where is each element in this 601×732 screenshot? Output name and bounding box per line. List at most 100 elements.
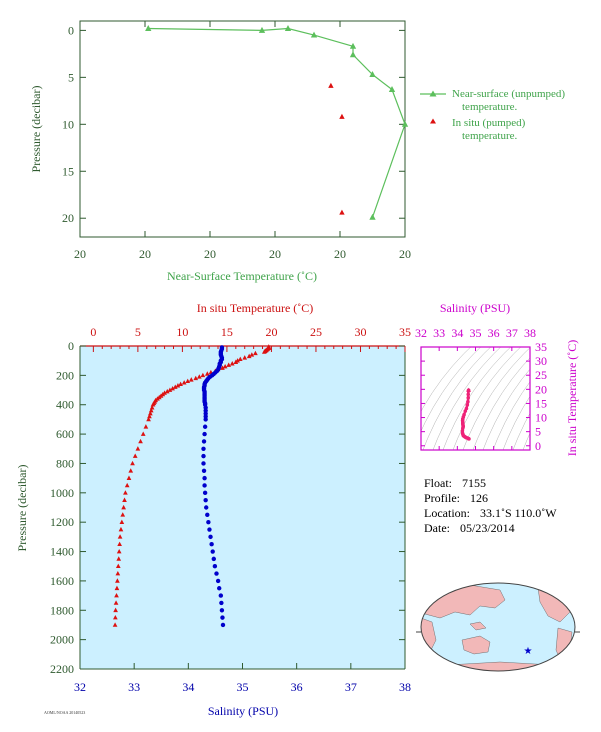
temperature-point xyxy=(143,424,149,429)
temperature-point xyxy=(237,356,243,362)
density-contour xyxy=(422,347,492,450)
bottom-tick-label: 34 xyxy=(182,680,194,694)
near-surface-legend: Near-surface (unpumped) temperature. In … xyxy=(420,88,565,142)
near-surface-line xyxy=(148,27,406,218)
near-surface-point xyxy=(349,42,357,49)
ts-right-label: In situ Temperature (˚C) xyxy=(565,340,579,457)
near-surface-plot-frame xyxy=(79,20,406,238)
ts-top-tick-label: 34 xyxy=(451,326,463,340)
salinity-point xyxy=(219,608,225,613)
temperature-point xyxy=(146,416,151,422)
temperature-point xyxy=(229,361,235,366)
x-tick-label: 20 xyxy=(399,247,411,261)
salinity-point xyxy=(220,615,225,620)
footer-credit: AOML/NOAA 20140523 xyxy=(44,710,85,715)
temperature-point xyxy=(135,446,141,451)
salinity-point xyxy=(206,519,211,525)
salinity-point xyxy=(201,461,206,466)
temperature-point xyxy=(115,578,120,583)
map-outline xyxy=(420,582,576,672)
ts-top-marker xyxy=(466,387,471,392)
profile-top-label: In situ Temperature (˚C) xyxy=(197,301,314,315)
temperature-point xyxy=(138,438,143,444)
salinity-point xyxy=(205,512,210,518)
x-tick-label: 20 xyxy=(74,247,86,261)
legend-label-in-situ-2: temperature. xyxy=(462,130,518,142)
y-tick-label: 800 xyxy=(56,456,74,470)
ts-point xyxy=(466,399,470,404)
ts-right-tick-label: 10 xyxy=(535,411,547,425)
temperature-point xyxy=(222,363,228,369)
salinity-point xyxy=(207,527,212,532)
salinity-point xyxy=(214,571,219,576)
temperature-point xyxy=(185,378,191,384)
temperature-point xyxy=(113,615,118,620)
top-tick-label: 35 xyxy=(399,325,411,339)
salinity-point xyxy=(202,483,207,488)
density-contour xyxy=(502,395,530,450)
y-tick-label: 0 xyxy=(68,23,74,37)
profile-y-label: Pressure (decibar) xyxy=(15,465,29,552)
bottom-tick-label: 33 xyxy=(128,680,140,694)
temperature-point xyxy=(200,372,206,378)
profile-bottom-label: Salinity (PSU) xyxy=(208,704,278,718)
legend-label-near-surface: Near-surface (unpumped) xyxy=(452,88,565,100)
ts-right-tick-label: 30 xyxy=(535,354,547,368)
ts-top-label: Salinity (PSU) xyxy=(440,301,510,315)
profile-chart: 0200400600800100012001400160018002000220… xyxy=(15,301,411,718)
x-tick-label: 20 xyxy=(204,247,216,261)
y-tick-label: 200 xyxy=(56,368,74,382)
ts-top-tick-label: 35 xyxy=(470,326,482,340)
temperature-point xyxy=(114,585,120,591)
temperature-point xyxy=(249,352,255,357)
density-contour xyxy=(462,347,530,450)
ts-right-tick-label: 25 xyxy=(535,368,547,382)
temperature-point xyxy=(150,402,156,407)
salinity-point xyxy=(217,586,222,591)
ts-top-tick-label: 33 xyxy=(433,326,445,340)
temperature-point xyxy=(172,384,178,389)
profile-label: Profile: xyxy=(424,491,460,505)
temperature-point xyxy=(132,453,138,458)
y-tick-label: 0 xyxy=(68,339,74,353)
temperature-point xyxy=(170,385,175,391)
top-tick-label: 25 xyxy=(310,325,322,339)
temperature-point xyxy=(119,519,125,525)
top-tick-label: 20 xyxy=(265,325,277,339)
salinity-point xyxy=(203,497,208,503)
y-tick-label: 600 xyxy=(56,427,74,441)
temperature-point xyxy=(246,353,252,359)
salinity-point xyxy=(219,600,224,606)
temperature-point xyxy=(196,374,202,379)
top-tick-label: 30 xyxy=(354,325,366,339)
legend-label-in-situ: In situ (pumped) xyxy=(452,117,526,129)
salinity-point xyxy=(212,564,218,569)
temperature-point xyxy=(130,460,135,466)
float-location-marker: ★ xyxy=(524,646,533,657)
location-map: ★ xyxy=(416,582,580,672)
density-contour xyxy=(472,357,530,450)
ts-right-tick-label: 5 xyxy=(535,425,541,439)
in-situ-point xyxy=(339,113,345,119)
density-contour xyxy=(512,412,530,450)
ts-point xyxy=(463,409,468,413)
ts-point xyxy=(465,403,470,407)
profile-plot-background xyxy=(80,346,405,669)
temperature-point xyxy=(116,548,122,554)
ts-point xyxy=(467,437,471,441)
y-tick-label: 15 xyxy=(62,164,74,178)
density-contour xyxy=(522,432,530,450)
temperature-point xyxy=(178,381,183,386)
temperature-point xyxy=(115,570,121,576)
temperature-point xyxy=(253,350,258,356)
ts-point xyxy=(466,395,471,400)
temperature-point xyxy=(147,413,152,419)
ts-right-tick-label: 35 xyxy=(535,340,547,354)
ts-right-tick-label: 20 xyxy=(535,382,547,396)
temperature-point xyxy=(148,410,153,416)
temperature-point xyxy=(148,408,154,413)
top-tick-label: 10 xyxy=(176,325,188,339)
legend-marker-in-situ xyxy=(430,118,436,124)
temperature-point xyxy=(242,355,248,360)
